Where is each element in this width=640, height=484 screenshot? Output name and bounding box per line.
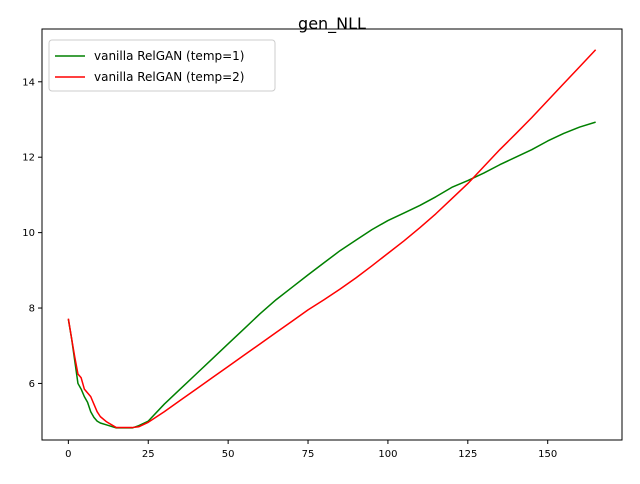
y-axis: 6 8 10 12 14 bbox=[22, 77, 42, 390]
x-axis: 0 25 50 75 100 125 150 bbox=[65, 440, 557, 460]
x-tick-label: 50 bbox=[222, 449, 235, 460]
legend-box bbox=[48, 39, 276, 92]
x-tick-label: 150 bbox=[538, 449, 557, 460]
legend-label-2: vanilla RelGAN (temp=2) bbox=[94, 70, 245, 84]
x-tick-label: 100 bbox=[378, 449, 397, 460]
series-line-2 bbox=[67, 49, 597, 429]
series-line-1 bbox=[67, 121, 596, 429]
chart-title: gen_NLL bbox=[298, 14, 366, 34]
y-tick-label: 10 bbox=[22, 228, 35, 239]
y-tick-label: 14 bbox=[22, 77, 35, 88]
x-tick-label: 125 bbox=[458, 449, 477, 460]
y-tick-label: 8 bbox=[29, 304, 35, 315]
x-tick-label: 75 bbox=[302, 449, 315, 460]
series-layer bbox=[67, 49, 597, 429]
plot-area-frame bbox=[41, 28, 623, 441]
legend: vanilla RelGAN (temp=1) vanilla RelGAN (t… bbox=[48, 39, 276, 92]
y-tick-label: 12 bbox=[22, 153, 35, 164]
x-tick-label: 25 bbox=[142, 449, 155, 460]
x-tick-label: 0 bbox=[65, 449, 71, 460]
y-tick-label: 6 bbox=[29, 379, 35, 390]
legend-label-1: vanilla RelGAN (temp=1) bbox=[94, 49, 245, 63]
